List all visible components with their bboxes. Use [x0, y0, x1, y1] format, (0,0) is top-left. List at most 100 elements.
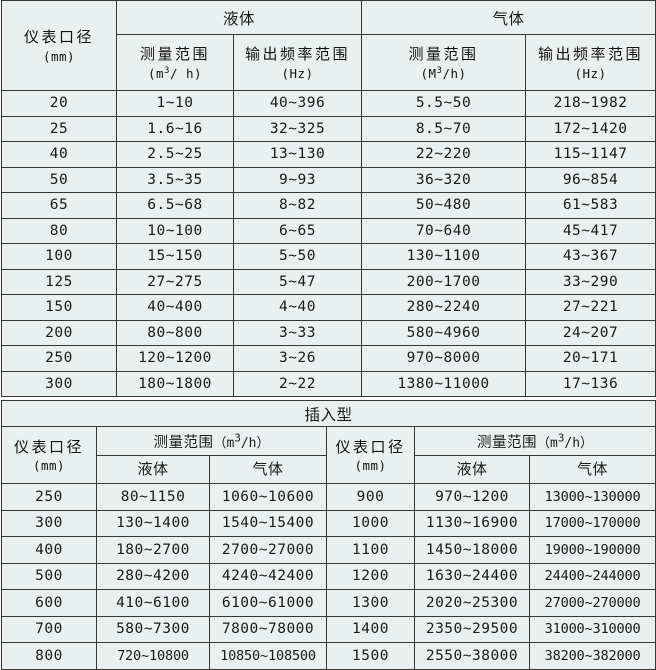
cell-gas-left: 2700~27000	[209, 536, 327, 564]
cell-gas-left: 1060~10600	[209, 483, 327, 511]
cell-bore-left: 250	[1, 483, 97, 511]
cell-liquid-range: 40~400	[116, 294, 234, 321]
cell-liquid-left: 580~7300	[96, 615, 210, 643]
header-row-subs: 测量范围 (m3/ h) 输出频率范围 (Hz) 测量范围 (M3/h) 输出频…	[2, 34, 656, 91]
table-row: 600 410~6100 6100~61000 1300 2020~25300 …	[1, 589, 656, 617]
cell-bore: 250	[1, 345, 117, 372]
cell-bore-right: 1500	[326, 642, 415, 670]
header-group-liquid: 液体	[115, 0, 363, 35]
cell-liquid-frequency: 40~396	[232, 90, 363, 117]
cell-liquid-frequency: 3~33	[232, 319, 363, 346]
cell-gas-frequency: 218~1982	[525, 90, 656, 117]
cell-gas-range: 970~8000	[361, 345, 527, 372]
table-row: 125 27~275 5~47 200~1700 33~290	[1, 268, 656, 295]
cell-liquid-frequency: 6~65	[232, 217, 363, 244]
cell-liquid-range: 1~10	[116, 90, 234, 117]
cell-liquid-range: 2.5~25	[116, 141, 234, 168]
cell-bore: 40	[1, 141, 117, 168]
cell-gas-right: 31000~310000	[528, 615, 656, 643]
header-range-right: 测量范围（m3/h）	[413, 426, 656, 456]
cell-gas-frequency: 20~171	[525, 345, 656, 372]
cell-liquid-frequency: 5~47	[232, 268, 363, 295]
cell-gas-range: 22~220	[361, 141, 527, 168]
cell-liquid-frequency: 2~22	[232, 370, 363, 397]
flow-range-table: 仪表口径 (mm) 液体 气体 测量范围 (m3/ h) 输出频率范围 (Hz)…	[1, 0, 656, 397]
cell-liquid-frequency: 5~50	[232, 243, 363, 270]
cell-bore: 200	[1, 319, 117, 346]
table-row: 800 720~10800 10850~108500 1500 2550~380…	[1, 642, 656, 670]
header-liquid-frequency-unit: (Hz)	[281, 65, 314, 81]
cell-liquid-frequency: 8~82	[232, 192, 363, 219]
cell-liquid-range: 27~275	[116, 268, 234, 295]
cell-bore-left: 700	[1, 615, 97, 643]
cell-liquid-frequency: 3~26	[232, 345, 363, 372]
table-row: 400 180~2700 2700~27000 1100 1450~18000 …	[1, 536, 656, 564]
table-row: 150 40~400 4~40 280~2240 27~221	[1, 294, 656, 321]
header-meter-bore-right-unit: (mm)	[354, 458, 387, 474]
cell-bore: 100	[1, 243, 117, 270]
table-row: 80 10~100 6~65 70~640 45~417	[1, 217, 656, 244]
cell-bore-right: 900	[326, 483, 415, 511]
cell-bore: 50	[1, 166, 117, 193]
cell-bore-left: 300	[1, 509, 97, 537]
table-row: 300 130~1400 1540~15400 1000 1130~16900 …	[1, 509, 656, 537]
cell-gas-range: 200~1700	[361, 268, 527, 295]
header-liquid-left: 液体	[96, 455, 210, 484]
table-row: 700 580~7300 7800~78000 1400 2350~29500 …	[1, 615, 656, 643]
cell-gas-frequency: 43~367	[525, 243, 656, 270]
header-liquid-right: 液体	[414, 455, 530, 484]
header-liquid-range-unit: (m3/ h)	[147, 65, 203, 81]
header-liquid-frequency-label: 输出频率范围	[245, 45, 351, 64]
header-gas-left: 气体	[209, 455, 327, 484]
cell-liquid-range: 1.6~16	[116, 115, 234, 142]
insertion-header-row-1: 仪表口径 (mm) 测量范围（m3/h） 仪表口径 (mm) 测量范围（m3/h…	[1, 426, 656, 484]
header-meter-bore-left: 仪表口径 (mm)	[1, 426, 97, 484]
cell-liquid-left: 80~1150	[96, 483, 210, 511]
cell-gas-range: 580~4960	[361, 319, 527, 346]
cell-bore-left: 600	[1, 589, 97, 617]
cell-gas-right: 17000~170000	[528, 509, 656, 537]
cell-gas-frequency: 27~221	[525, 294, 656, 321]
header-row-groups: 仪表口径 (mm) 液体 气体	[1, 0, 656, 91]
table-row: 100 15~150 5~50 130~1100 43~367	[1, 243, 656, 270]
cell-gas-right: 38200~382000	[528, 642, 656, 670]
cell-liquid-left: 720~10800	[96, 642, 210, 670]
cell-liquid-left: 130~1400	[96, 509, 210, 537]
cell-bore: 80	[1, 217, 117, 244]
cell-gas-range: 1380~11000	[361, 370, 527, 397]
header-meter-bore: 仪表口径 (mm)	[1, 0, 117, 91]
header-group-gas: 气体	[361, 0, 656, 35]
cell-bore-right: 1100	[326, 536, 415, 564]
cell-bore-right: 1000	[326, 509, 415, 537]
cell-gas-frequency: 61~583	[525, 192, 656, 219]
cell-bore: 150	[1, 294, 117, 321]
cell-gas-left: 6100~61000	[209, 589, 327, 617]
cell-gas-frequency: 45~417	[525, 217, 656, 244]
table-row: 500 280~4200 4240~42400 1200 1630~24400 …	[1, 562, 656, 590]
cell-gas-frequency: 24~207	[525, 319, 656, 346]
cell-liquid-range: 10~100	[116, 217, 234, 244]
cell-bore: 300	[1, 370, 117, 397]
header-gas-range-label: 测量范围	[408, 45, 479, 64]
insertion-header-row-2: 液体 气体 液体 气体	[2, 455, 656, 484]
cell-liquid-range: 80~800	[116, 319, 234, 346]
cell-bore-left: 500	[1, 562, 97, 590]
header-meter-bore-left-label: 仪表口径	[13, 437, 84, 456]
cell-gas-range: 70~640	[361, 217, 527, 244]
header-gas-range-unit: (M3/h)	[420, 65, 467, 81]
table-row: 20 1~10 40~396 5.5~50 218~1982	[1, 90, 656, 117]
header-liquid-frequency: 输出频率范围 (Hz)	[232, 34, 363, 91]
cell-gas-range: 50~480	[361, 192, 527, 219]
table-row: 300 180~1800 2~22 1380~11000 17~136	[1, 370, 656, 397]
header-meter-bore-right-label: 仪表口径	[335, 437, 406, 456]
header-meter-bore-label: 仪表口径	[23, 28, 94, 47]
cell-liquid-frequency: 9~93	[232, 166, 363, 193]
cell-bore-left: 800	[1, 642, 97, 670]
cell-liquid-range: 3.5~35	[116, 166, 234, 193]
flow-range-table-body: 仪表口径 (mm) 液体 气体 测量范围 (m3/ h) 输出频率范围 (Hz)…	[1, 0, 656, 397]
cell-gas-left: 4240~42400	[209, 562, 327, 590]
cell-bore-right: 1200	[326, 562, 415, 590]
header-gas-range: 测量范围 (M3/h)	[361, 34, 527, 91]
cell-liquid-frequency: 4~40	[232, 294, 363, 321]
